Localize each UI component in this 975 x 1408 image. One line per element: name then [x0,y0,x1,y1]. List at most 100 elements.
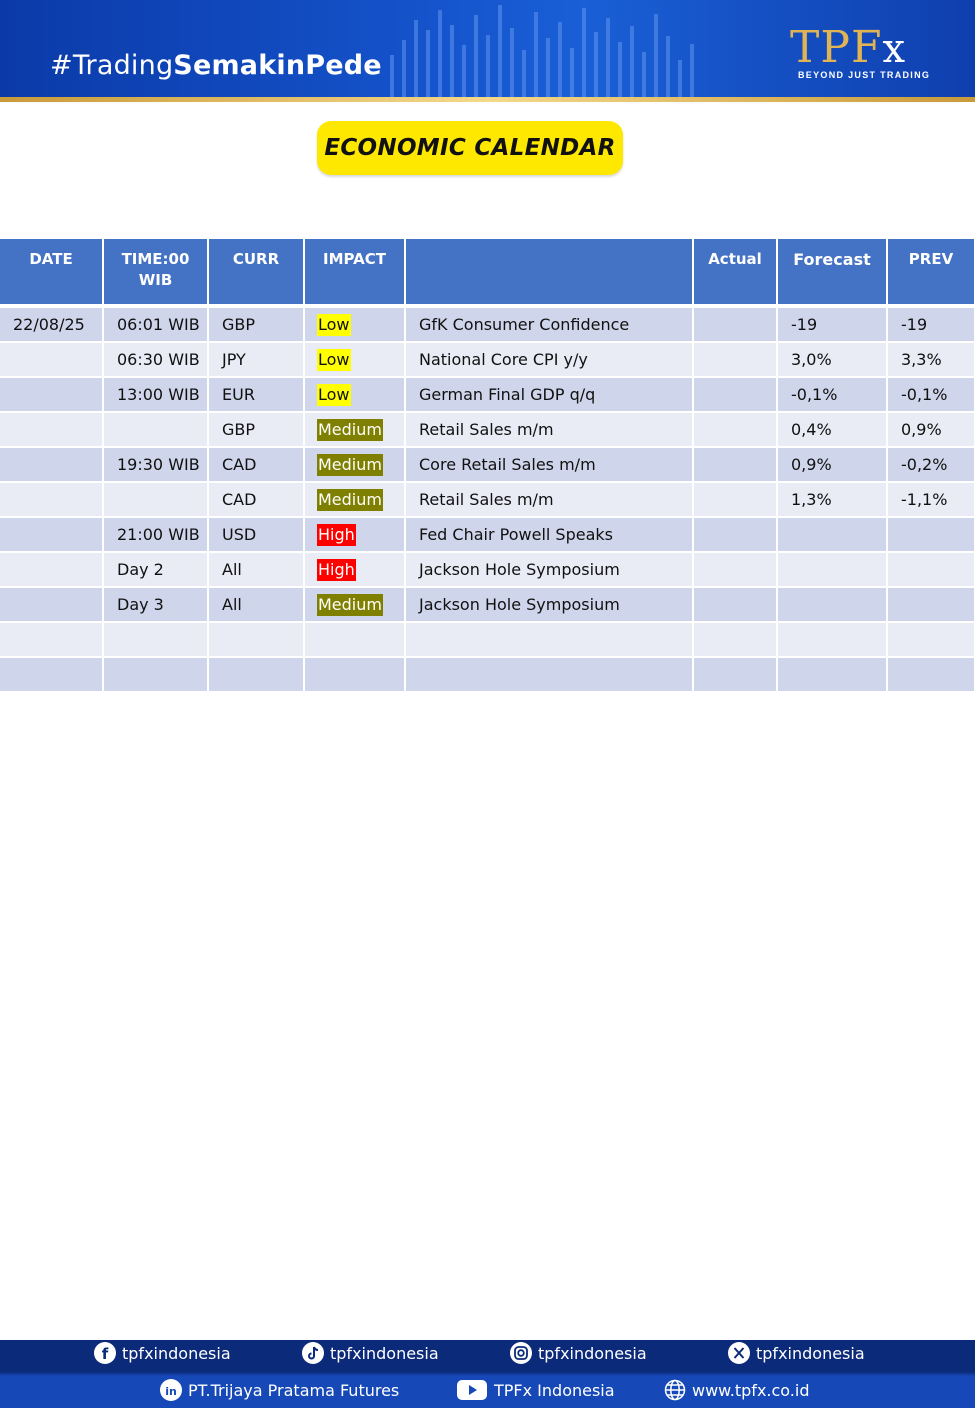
cell-event: Fed Chair Powell Speaks [405,517,694,553]
cell-actual [693,552,778,588]
tpfx-logo: TPFx BEYOND JUST TRADING [790,26,930,86]
footer: f tpfxindonesia tpfxindonesia tpfxindone… [0,1340,975,1408]
cell-curr: All [208,552,305,588]
instagram-label: tpfxindonesia [538,1343,647,1363]
cell-time: 13:00 WIB [103,377,209,413]
impact-badge: High [317,558,356,581]
cell-forecast [777,657,888,693]
linkedin-label: PT.Trijaya Pratama Futures [188,1380,400,1400]
header-banner: #TradingSemakinPede TPFx BEYOND JUST TRA… [0,0,975,97]
cell-time: Day 3 [103,587,209,623]
cell-forecast: 3,0% [777,342,888,378]
header-curr: CURR [208,239,305,308]
table-row: 19:30 WIB CAD Medium Core Retail Sales m/m 0… [0,447,975,483]
cell-actual [693,377,778,413]
cell-date [0,447,104,483]
title-pill: ECONOMIC CALENDAR [317,121,623,175]
website-label: www.tpfx.co.id [692,1380,810,1400]
impact-badge: Medium [317,453,383,476]
impact-badge: Low [317,383,351,406]
footer-website[interactable]: www.tpfx.co.id [664,1379,809,1401]
cell-curr: EUR [208,377,305,413]
cell-event: Core Retail Sales m/m [405,447,694,483]
cell-time [103,482,209,518]
cell-time: 06:01 WIB [103,306,209,343]
cell-date [0,377,104,413]
header-date: DATE [0,239,104,308]
hashtag-prefix: #Trading [50,50,174,81]
impact-badge: Medium [317,418,383,441]
cell-impact: Medium [304,482,406,518]
cell-date [0,517,104,553]
logo-tagline: BEYOND JUST TRADING [798,70,931,80]
hashtag-slogan: #TradingSemakinPede [50,50,382,81]
footer-x[interactable]: tpfxindonesia [728,1342,865,1364]
footer-tiktok[interactable]: tpfxindonesia [302,1342,439,1364]
cell-impact: Medium [304,447,406,483]
table-row: Day 3 All Medium Jackson Hole Symposium [0,587,975,623]
cell-date: 22/08/25 [0,306,104,343]
cell-actual [693,447,778,483]
cell-time: 19:30 WIB [103,447,209,483]
page-title: ECONOMIC CALENDAR [324,135,616,161]
logo-main: TPF [790,22,883,73]
footer-instagram[interactable]: tpfxindonesia [510,1342,647,1364]
header-forecast: Forecast [777,239,888,308]
header-actual: Actual [693,239,778,308]
header-impact: IMPACT [304,239,406,308]
cell-prev [887,587,975,623]
impact-badge: High [317,523,356,546]
footer-facebook[interactable]: f tpfxindonesia [94,1342,231,1364]
cell-forecast [777,622,888,658]
cell-time [103,657,209,693]
svg-text:in: in [165,1385,177,1398]
cell-event: Jackson Hole Symposium [405,587,694,623]
cell-actual [693,622,778,658]
table-row: 22/08/25 06:01 WIB GBP Low GfK Consumer Conf… [0,306,975,343]
cell-event: National Core CPI y/y [405,342,694,378]
impact-badge: Medium [317,488,383,511]
table-header-row: DATE TIME:00 WIB CURR IMPACT Actual Forec… [0,239,975,308]
cell-prev [887,517,975,553]
cell-forecast [777,517,888,553]
cell-time [103,412,209,448]
cell-actual [693,342,778,378]
cell-forecast: 0,4% [777,412,888,448]
cell-date [0,657,104,693]
cell-prev: -0,1% [887,377,975,413]
footer-youtube[interactable]: TPFx Indonesia [456,1379,615,1401]
cell-date [0,412,104,448]
table-row: 13:00 WIB EUR Low German Final GDP q/q -0,1%… [0,377,975,413]
cell-time: 06:30 WIB [103,342,209,378]
cell-prev: 3,3% [887,342,975,378]
cell-actual [693,482,778,518]
cell-date [0,587,104,623]
cell-date [0,622,104,658]
economic-calendar-table: DATE TIME:00 WIB CURR IMPACT Actual Forec… [0,239,975,693]
cell-impact: Medium [304,587,406,623]
chart-bars-decoration [390,5,694,97]
cell-impact: Medium [304,412,406,448]
cell-impact: High [304,552,406,588]
cell-event: GfK Consumer Confidence [405,306,694,343]
cell-impact: Low [304,306,406,343]
cell-actual [693,412,778,448]
facebook-icon: f [94,1342,116,1364]
cell-prev: -19 [887,306,975,343]
cell-forecast [777,587,888,623]
table-row [0,657,975,693]
facebook-label: tpfxindonesia [122,1343,231,1363]
table-row: 21:00 WIB USD High Fed Chair Powell Speaks [0,517,975,553]
cell-event: Retail Sales m/m [405,482,694,518]
globe-icon [664,1379,686,1401]
cell-actual [693,587,778,623]
cell-curr [208,622,305,658]
cell-actual [693,306,778,343]
cell-date [0,552,104,588]
header-time-line2: WIB [138,271,173,289]
footer-linkedin[interactable]: in PT.Trijaya Pratama Futures [160,1379,399,1401]
cell-curr: USD [208,517,305,553]
header-prev: PREV [887,239,975,308]
cell-date [0,342,104,378]
table-row: GBP Medium Retail Sales m/m 0,4% 0,9% [0,412,975,448]
